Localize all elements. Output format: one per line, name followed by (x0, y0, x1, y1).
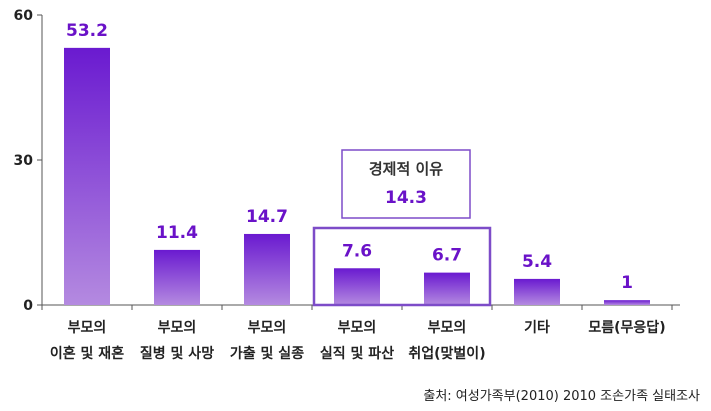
annotation-title: 경제적 이유 (369, 160, 443, 178)
y-tick-label: 60 (14, 8, 34, 24)
x-category-label: 실직 및 파산 (320, 345, 394, 362)
bar (334, 268, 380, 305)
bar (154, 249, 200, 305)
bars (64, 47, 650, 305)
x-category-label: 가출 및 실종 (230, 345, 304, 362)
annotation-callout-box (341, 149, 471, 219)
x-category-label: 기타 (524, 320, 550, 336)
x-category-label: 부모의 (338, 319, 377, 336)
bar (424, 272, 470, 305)
bar-value-label: 11.4 (156, 223, 198, 243)
x-category-label: 모름(무응답) (588, 319, 665, 336)
annotation-value: 14.3 (385, 188, 427, 208)
y-tick-label: 30 (14, 153, 34, 169)
bar (244, 233, 290, 305)
economic-reason-annotation: 경제적 이유 14.3 (312, 149, 492, 307)
x-category-label: 질병 및 사망 (140, 345, 214, 362)
bar-value-label: 5.4 (522, 252, 552, 272)
x-category-label: 취업(맞벌이) (408, 345, 485, 362)
bar-value-label: 1 (621, 273, 633, 293)
bar (514, 278, 560, 305)
bar-value-label: 7.6 (342, 241, 372, 261)
x-category-label: 이혼 및 재혼 (50, 345, 124, 362)
x-category-label: 부모의 (158, 319, 197, 336)
bar-value-label: 14.7 (246, 207, 288, 227)
axes: 0 30 60 (14, 8, 680, 314)
x-category-label: 부모의 (428, 319, 467, 336)
bar-value-label: 6.7 (432, 246, 462, 266)
bar-value-label: 53.2 (66, 21, 108, 41)
y-tick-label: 0 (23, 298, 33, 314)
economic-group-box (312, 226, 492, 307)
bar (64, 47, 110, 305)
x-category-label: 부모의 (68, 319, 107, 336)
bar (604, 300, 650, 305)
source-note: 출처: 여성가족부(2010) 2010 조손가족 실태조사 (423, 389, 700, 404)
x-category-label: 부모의 (248, 319, 287, 336)
